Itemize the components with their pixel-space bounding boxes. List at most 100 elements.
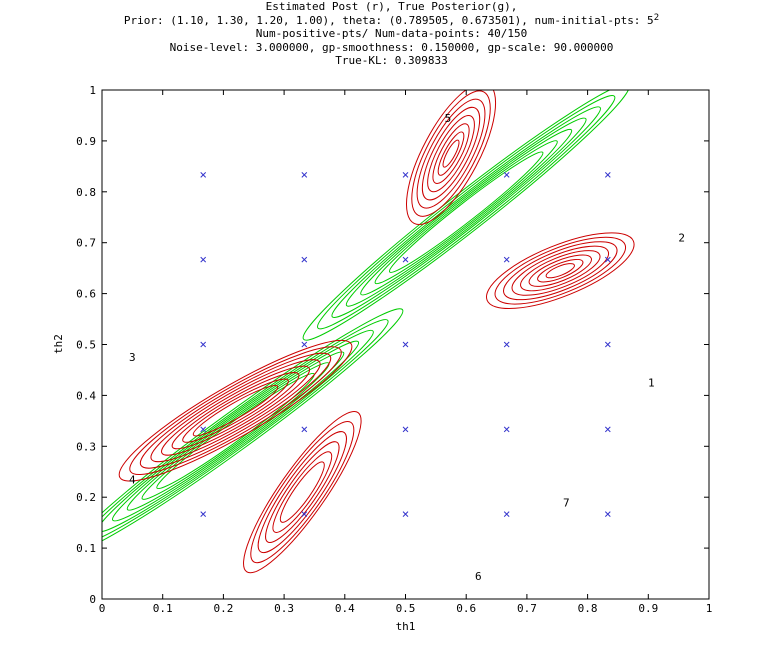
sample-point-marker [503, 256, 510, 263]
annotation-label: 5 [445, 112, 452, 125]
sample-point-marker [503, 426, 510, 433]
y-tick-label: 0.3 [76, 440, 96, 453]
title-line-2-text: Prior: (1.10, 1.30, 1.20, 1.00), theta: … [123, 13, 654, 27]
title-line-5: True-KL: 0.309833 [335, 54, 448, 67]
estimated-contour-line [437, 131, 465, 176]
annotation-label: 6 [475, 570, 482, 583]
sample-point-marker [503, 341, 510, 348]
y-axis-label: th2 [52, 334, 65, 354]
sample-point-marker [604, 426, 611, 433]
estimated-contour-line [427, 115, 475, 193]
estimated-contour-line [528, 254, 592, 287]
x-tick-label: 0.3 [274, 602, 294, 615]
sample-point-marker [402, 341, 409, 348]
true-contour-line [126, 351, 345, 511]
y-tick-label: 0.4 [76, 389, 96, 402]
sample-point-marker [200, 426, 207, 433]
sample-point-marker [301, 171, 308, 178]
annotation-label: 1 [648, 377, 655, 390]
estimated-contour-line [503, 241, 618, 301]
estimated-contour-line [118, 339, 353, 482]
sample-point-marker [200, 171, 207, 178]
estimated-contour-line [171, 372, 300, 450]
estimated-contour-line [511, 245, 610, 296]
true-contour-line [345, 117, 587, 307]
x-tick-label: 0.6 [456, 602, 476, 615]
annotation-label: 7 [563, 496, 570, 509]
estimated-contour-line [161, 365, 311, 456]
axes: 0 0.1 0.2 0.3 0.4 0.5 0.6 0.7 0.8 0.9 1 0 0.1 0.2 0.3 0… [76, 84, 712, 615]
estimated-contour-line [279, 461, 325, 523]
y-tick-label: 0.9 [76, 135, 96, 148]
x-tick-label: 0.9 [638, 602, 658, 615]
annotation-labels: 1 2 3 4 5 6 7 [129, 112, 685, 583]
y-tick-label: 0.1 [76, 542, 96, 555]
true-contour-line [388, 151, 544, 273]
sample-points [200, 171, 611, 518]
true-contour-line [102, 319, 389, 543]
x-tick-label: 0.7 [517, 602, 537, 615]
true-contour-line [374, 140, 558, 285]
sample-point-marker [200, 256, 207, 263]
estimated-contour-line [192, 385, 279, 437]
estimated-contour-line [520, 250, 601, 292]
sample-point-marker [200, 341, 207, 348]
sample-point-marker [503, 171, 510, 178]
true-posterior-contours [102, 90, 630, 554]
estimated-posterior-contours [118, 90, 635, 574]
estimated-contour-line [265, 441, 340, 543]
estimated-contour-line [250, 421, 355, 564]
estimated-contour-line [182, 378, 289, 443]
true-contour-line [102, 329, 374, 533]
estimated-contour-line [243, 410, 362, 574]
sample-point-marker [402, 256, 409, 263]
sample-point-marker [503, 511, 510, 518]
sample-point-marker [402, 426, 409, 433]
sample-point-marker [604, 341, 611, 348]
estimated-contour-line [150, 359, 321, 463]
sample-point-marker [402, 511, 409, 518]
x-tick-label: 0.5 [396, 602, 416, 615]
sample-point-marker [402, 171, 409, 178]
estimated-contour-line [432, 123, 470, 184]
chart-title: Estimated Post (r), True Posterior(g), P… [0, 0, 783, 68]
annotation-label: 4 [129, 473, 136, 486]
estimated-contour-line [257, 431, 347, 554]
annotation-label: 2 [678, 232, 685, 245]
estimated-contour-line [442, 139, 460, 168]
y-tick-label: 0 [89, 593, 96, 606]
title-superscript: 2 [653, 12, 660, 23]
x-tick-label: 0.4 [335, 602, 355, 615]
sample-point-marker [301, 341, 308, 348]
y-tick-label: 0.2 [76, 491, 96, 504]
sample-point-marker [301, 426, 308, 433]
true-contour-line [360, 128, 573, 296]
estimated-contour-line [537, 258, 584, 283]
true-contour-line [331, 106, 601, 318]
true-contour-line [156, 372, 315, 490]
estimated-contour-line [405, 90, 497, 226]
true-contour-line [302, 90, 630, 341]
x-tick-label: 0 [99, 602, 106, 615]
y-tick-label: 0.8 [76, 186, 96, 199]
x-tick-label: 0.2 [213, 602, 233, 615]
estimated-contour-line [411, 90, 491, 217]
estimated-contour-line [139, 352, 332, 469]
x-tick-label: 0.8 [578, 602, 598, 615]
sample-point-marker [200, 511, 207, 518]
sample-point-marker [604, 171, 611, 178]
estimated-contour-line [421, 106, 481, 201]
x-axis-label: th1 [396, 620, 416, 633]
sample-point-marker [604, 511, 611, 518]
y-tick-label: 0.6 [76, 288, 96, 301]
estimated-contour-line [129, 346, 342, 476]
true-contour-line [317, 95, 616, 330]
sample-point-marker [604, 256, 611, 263]
x-tick-label: 1 [706, 602, 713, 615]
y-tick-label: 1 [89, 84, 96, 97]
x-tick-label: 0.1 [153, 602, 173, 615]
title-line-1: Estimated Post (r), True Posterior(g), [265, 0, 518, 13]
y-tick-label: 0.7 [76, 237, 96, 250]
true-contour-line [112, 340, 360, 522]
